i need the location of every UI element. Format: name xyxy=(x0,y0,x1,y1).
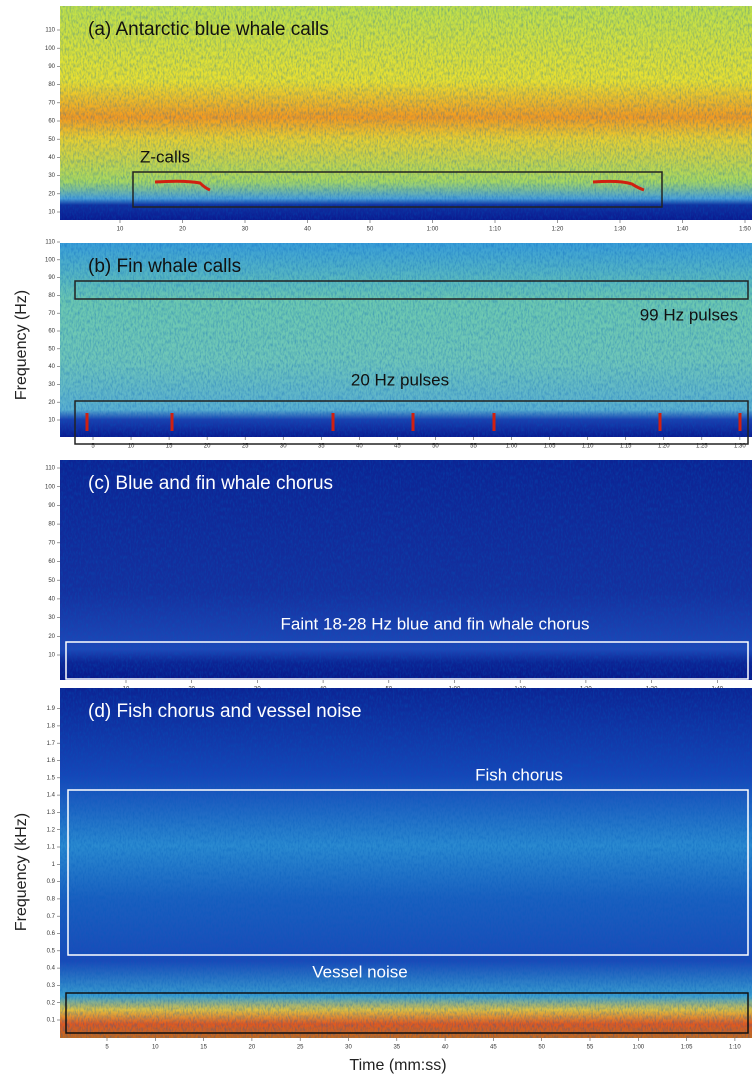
x-tick-label: 55 xyxy=(587,1045,594,1051)
x-tick-label: 20 xyxy=(179,227,186,233)
y-tick-label: 1.6 xyxy=(47,758,56,764)
x-tick-label: 20 xyxy=(249,1045,256,1051)
y-tick-label: 1.8 xyxy=(47,723,56,729)
annotation: 99 Hz pulses xyxy=(640,305,738,324)
y-tick-label: 30 xyxy=(48,615,55,621)
y-tick-label: 10 xyxy=(48,418,55,424)
x-tick-label: 25 xyxy=(297,1045,304,1051)
y-tick-label: 40 xyxy=(48,596,55,602)
x-axis-label: Time (mm:ss) xyxy=(349,1057,446,1074)
y-tick-label: 0.8 xyxy=(47,896,56,902)
y-tick-label: 1.5 xyxy=(47,775,56,781)
y-tick-label: 70 xyxy=(48,100,55,106)
y-tick-label: 1.3 xyxy=(47,810,56,816)
x-tick-label: 35 xyxy=(393,1045,400,1051)
y-tick-label: 60 xyxy=(48,329,55,335)
y-tick-label: 1.9 xyxy=(47,706,56,712)
y-tick-label: 1.1 xyxy=(47,845,56,851)
figure: (a) Antarctic blue whale calls1020304050… xyxy=(0,0,755,1079)
y-tick-label: 20 xyxy=(48,191,55,197)
y-tick-label: 1.4 xyxy=(47,793,56,799)
x-tick-label: 45 xyxy=(490,1045,497,1051)
spectrogram-texture xyxy=(60,688,752,1038)
y-tick-label: 60 xyxy=(48,119,55,125)
y-tick-label: 0.1 xyxy=(47,1018,56,1024)
y-tick-label: 60 xyxy=(48,559,55,565)
y-tick-label: 80 xyxy=(48,522,55,528)
annotation: Fish chorus xyxy=(475,765,563,784)
y-axis-label: Frequency (kHz) xyxy=(13,813,30,931)
y-tick-label: 100 xyxy=(45,484,56,490)
x-tick-label: 30 xyxy=(242,227,249,233)
y-tick-label: 80 xyxy=(48,82,55,88)
y-tick-label: 110 xyxy=(45,466,55,472)
x-tick-label: 40 xyxy=(442,1045,449,1051)
y-tick-label: 40 xyxy=(48,364,55,370)
y-tick-label: 50 xyxy=(48,578,55,584)
x-tick-label: 10 xyxy=(117,227,124,233)
annotation: Vessel noise xyxy=(312,962,407,981)
y-tick-label: 100 xyxy=(45,46,56,52)
y-tick-label: 0.5 xyxy=(47,948,56,954)
panel-title: (b) Fin whale calls xyxy=(88,256,241,277)
x-tick-label: 1:30 xyxy=(614,227,626,233)
annotation: Z-calls xyxy=(140,147,190,166)
y-tick-label: 30 xyxy=(48,173,55,179)
y-tick-label: 70 xyxy=(48,540,55,546)
y-tick-label: 70 xyxy=(48,311,55,317)
y-tick-label: 0.2 xyxy=(47,1000,56,1006)
x-tick-label: 40 xyxy=(304,227,311,233)
x-tick-label: 15 xyxy=(200,1045,207,1051)
x-tick-label: 50 xyxy=(367,227,374,233)
y-tick-label: 1 xyxy=(52,862,56,868)
panel-title: (c) Blue and fin whale chorus xyxy=(88,473,333,494)
y-tick-label: 1.7 xyxy=(47,741,56,747)
x-tick-label: 10 xyxy=(152,1045,159,1051)
y-axis-label: Frequency (Hz) xyxy=(13,290,30,400)
x-tick-label: 1:50 xyxy=(739,227,751,233)
y-tick-label: 10 xyxy=(48,210,55,216)
y-tick-label: 90 xyxy=(48,503,55,509)
x-tick-label: 5 xyxy=(105,1045,109,1051)
y-tick-label: 80 xyxy=(48,293,55,299)
y-tick-label: 110 xyxy=(45,28,55,34)
x-tick-label: 1:10 xyxy=(489,227,501,233)
y-tick-label: 0.4 xyxy=(47,966,56,972)
x-tick-label: 1:00 xyxy=(427,227,439,233)
panel-title: (a) Antarctic blue whale calls xyxy=(88,19,329,40)
y-tick-label: 90 xyxy=(48,64,55,70)
y-tick-label: 40 xyxy=(48,155,55,161)
x-tick-label: 1:05 xyxy=(681,1045,693,1051)
panel-title: (d) Fish chorus and vessel noise xyxy=(88,701,362,722)
x-tick-label: 30 xyxy=(345,1045,352,1051)
y-tick-label: 10 xyxy=(48,653,55,659)
x-tick-label: 50 xyxy=(538,1045,545,1051)
y-tick-label: 30 xyxy=(48,382,55,388)
y-tick-label: 50 xyxy=(48,137,55,143)
y-tick-label: 50 xyxy=(48,346,55,352)
y-tick-label: 1.2 xyxy=(47,827,56,833)
y-tick-label: 0.9 xyxy=(47,879,56,885)
y-tick-label: 110 xyxy=(45,240,55,246)
x-tick-label: 1:40 xyxy=(677,227,689,233)
y-tick-label: 90 xyxy=(48,275,55,281)
y-tick-label: 0.7 xyxy=(47,914,56,920)
y-tick-label: 0.6 xyxy=(47,931,56,937)
annotation: 20 Hz pulses xyxy=(351,370,449,389)
x-tick-label: 1:20 xyxy=(552,227,564,233)
x-tick-label: 1:00 xyxy=(632,1045,644,1051)
annotation: Faint 18-28 Hz blue and fin whale chorus xyxy=(280,614,589,633)
x-tick-label: 1:10 xyxy=(729,1045,741,1051)
y-tick-label: 100 xyxy=(45,257,56,263)
y-tick-label: 20 xyxy=(48,634,55,640)
y-tick-label: 0.3 xyxy=(47,983,56,989)
y-tick-label: 20 xyxy=(48,400,55,406)
